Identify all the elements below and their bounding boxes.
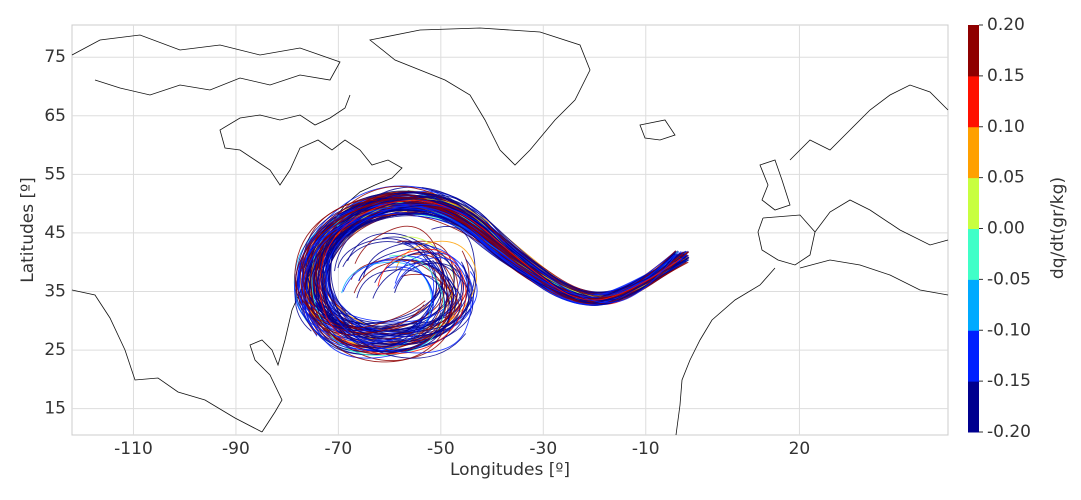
colorbar-band [968, 177, 979, 229]
colorbar-tick-label: 0.20 [987, 15, 1025, 35]
x-tick-label: -90 [222, 439, 250, 459]
coastline [814, 199, 949, 246]
colorbar-band [968, 228, 979, 280]
colorbar-band [968, 279, 979, 331]
y-tick-label: 55 [44, 164, 66, 184]
y-tick-label: 35 [44, 282, 66, 302]
x-tick-label: 20 [789, 439, 811, 459]
coastline [675, 267, 776, 436]
trajectory [301, 196, 685, 298]
colorbar-label: dq/dt(gr/kg) [1048, 177, 1068, 279]
trajectory [325, 204, 677, 354]
coastline [71, 289, 263, 433]
coastline [759, 159, 791, 211]
colorbar-tick-label: 0.10 [987, 117, 1025, 137]
coastline [789, 84, 949, 161]
x-tick-label: -30 [529, 439, 557, 459]
colorbar-tick-label: 0.05 [987, 168, 1025, 188]
coastline [799, 259, 949, 296]
x-tick-label: -10 [632, 439, 660, 459]
y-axis-label: Latitudes [º] [18, 177, 38, 283]
trajectories [293, 185, 690, 363]
trajectory [350, 198, 687, 299]
coastline [369, 27, 591, 166]
trajectory [319, 200, 682, 355]
x-axis-label: Longitudes [º] [450, 460, 570, 480]
trajectory [300, 208, 675, 351]
trajectory [342, 202, 681, 305]
y-tick-label: 75 [44, 47, 66, 67]
colorbar-tick-label: -0.05 [987, 269, 1031, 289]
x-tick-label: -110 [114, 439, 153, 459]
y-tick-label: 25 [44, 340, 66, 360]
colorbar-tick-label: -0.10 [987, 320, 1031, 340]
x-tick-label: -70 [324, 439, 352, 459]
coastline [219, 94, 403, 433]
colorbar-tick-label: -0.15 [987, 371, 1031, 391]
coastline [71, 34, 341, 96]
colorbar-band [968, 381, 979, 433]
plot-area [71, 24, 949, 436]
trajectory [298, 205, 675, 352]
colorbar-band [968, 330, 979, 382]
coastline [639, 119, 676, 141]
x-tick-label: -50 [427, 439, 455, 459]
coastlines [71, 27, 949, 436]
colorbar-tick-label: -0.20 [987, 422, 1031, 442]
colorbar-band [968, 75, 979, 128]
y-tick-label: 65 [44, 106, 66, 126]
colorbar-band [968, 126, 979, 179]
colorbar-band [968, 25, 979, 77]
colorbar-tick-label: 0.00 [987, 219, 1025, 239]
grid [72, 25, 948, 435]
trajectory [328, 204, 689, 359]
colorbar-tick-label: 0.15 [987, 66, 1025, 86]
y-tick-label: 45 [44, 223, 66, 243]
coastline [757, 214, 816, 266]
y-tick-label: 15 [44, 399, 66, 419]
